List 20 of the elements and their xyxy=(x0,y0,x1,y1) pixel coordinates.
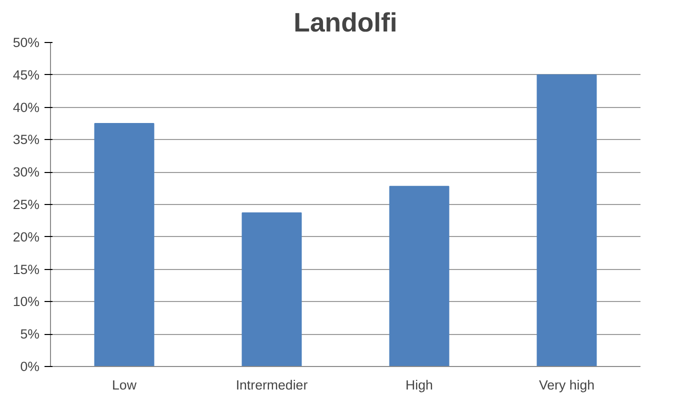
y-tick-label: 45% xyxy=(12,67,40,82)
y-tick-label: 10% xyxy=(12,294,40,310)
x-tick-label: Very high xyxy=(538,378,595,392)
y-tick-label: 50% xyxy=(12,35,40,50)
chart-title: Landolfi xyxy=(294,8,398,38)
x-tick-label: Intrermedier xyxy=(236,378,308,392)
y-tick-label: 20% xyxy=(12,229,40,244)
y-tick-label: 15% xyxy=(12,262,40,277)
y-tick-label: 0% xyxy=(20,359,40,374)
bar xyxy=(389,186,450,366)
x-tick-label: Low xyxy=(112,378,137,392)
y-tick-label: 35% xyxy=(12,132,40,148)
bar xyxy=(536,74,597,366)
y-tick-label: 30% xyxy=(12,164,40,180)
y-tick-label: 5% xyxy=(20,326,40,342)
y-tick-label: 40% xyxy=(12,100,40,115)
y-tick-label: 25% xyxy=(12,197,40,212)
bar xyxy=(94,123,154,366)
bar xyxy=(242,212,302,366)
x-tick-label: High xyxy=(406,378,433,392)
